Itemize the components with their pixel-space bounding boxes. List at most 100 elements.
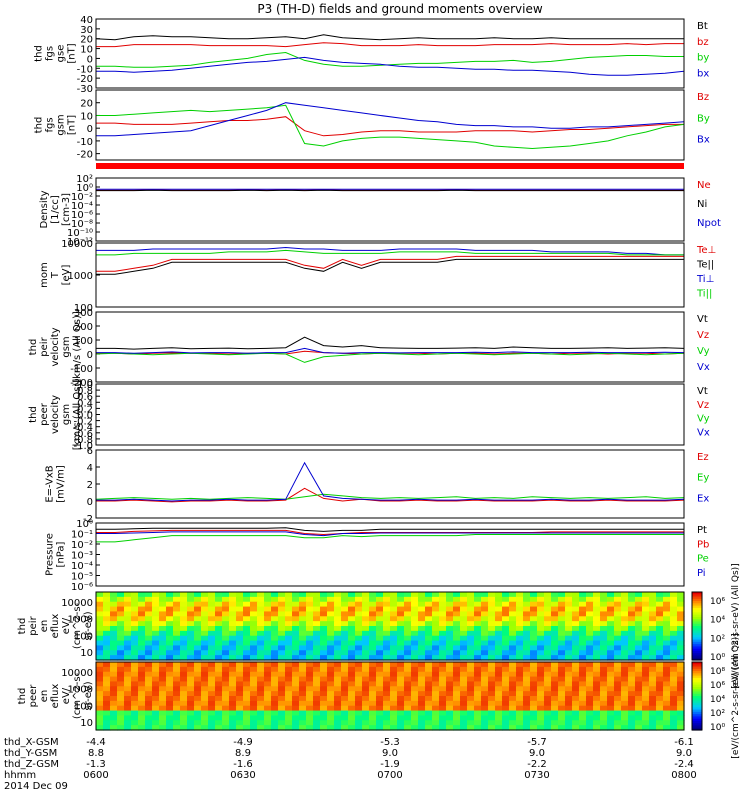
colorbar-cell xyxy=(692,650,702,654)
spectrogram-cell xyxy=(558,626,566,632)
spectrogram-cell xyxy=(628,616,636,622)
spectrogram-cell xyxy=(488,676,496,683)
spectrogram-cell xyxy=(271,601,279,608)
spectrogram-cell xyxy=(453,662,461,668)
x-axis-value: 8.8 xyxy=(88,748,104,759)
spectrogram-cell xyxy=(355,705,363,712)
spectrogram-cell xyxy=(530,715,538,721)
spectrogram-cell xyxy=(376,715,384,721)
spectrogram-cell xyxy=(397,696,405,702)
spectrogram-cell xyxy=(579,626,587,632)
spectrogram-cell xyxy=(243,606,251,613)
spectrogram-cell xyxy=(138,596,146,603)
spectrogram-cell xyxy=(306,630,314,637)
y-tick-label: 10000 xyxy=(61,239,93,250)
spectrogram-cell xyxy=(110,601,118,608)
spectrogram-cell xyxy=(474,686,482,692)
spectrogram-cell xyxy=(383,592,391,598)
spectrogram-cell xyxy=(390,686,398,692)
spectrogram-cell xyxy=(334,621,342,627)
spectrogram-cell xyxy=(306,662,314,668)
spectrogram-cell xyxy=(614,676,622,683)
spectrogram-cell xyxy=(607,715,615,721)
spectrogram-cell xyxy=(327,596,335,603)
colorbar-cell xyxy=(692,657,702,661)
spectrogram-cell xyxy=(404,621,412,627)
spectrogram-cell xyxy=(117,655,125,661)
spectrogram-cell xyxy=(411,592,419,598)
spectrogram-cell xyxy=(537,650,545,656)
spectrogram-cell xyxy=(194,611,202,617)
spectrogram-cell xyxy=(558,621,566,627)
spectrogram-cell xyxy=(558,715,566,721)
spectrogram-cell xyxy=(397,662,405,668)
spectrogram-cell xyxy=(663,626,671,632)
spectrogram-cell xyxy=(285,650,293,656)
spectrogram-cell xyxy=(502,621,510,627)
spectrogram-cell xyxy=(334,666,342,673)
spectrogram-cell xyxy=(243,700,251,707)
spectrogram-cell xyxy=(103,635,111,642)
spectrogram-cell xyxy=(383,671,391,678)
spectrogram-cell xyxy=(292,691,300,697)
panel-frame xyxy=(95,311,685,383)
spectrogram-cell xyxy=(579,592,587,598)
spectrogram-cell xyxy=(593,681,601,687)
spectrogram-cell xyxy=(509,700,517,707)
spectrogram-cell xyxy=(362,671,370,678)
spectrogram-cell xyxy=(173,650,181,656)
spectrogram-cell xyxy=(285,640,293,647)
spectrogram-cell xyxy=(523,650,531,656)
x-axis-value: -1.3 xyxy=(86,759,106,770)
spectrogram-cell xyxy=(635,611,643,617)
spectrogram-cell xyxy=(327,592,335,598)
spectrogram-cell xyxy=(467,626,475,632)
spectrogram-cell xyxy=(516,676,524,683)
spectrogram-cell xyxy=(376,630,384,637)
spectrogram-cell xyxy=(159,710,167,717)
spectrogram-cell xyxy=(586,715,594,721)
spectrogram-cell xyxy=(411,662,419,668)
y-tick-label: -200 xyxy=(70,378,93,389)
spectrogram-cell xyxy=(264,666,272,673)
spectrogram-cell xyxy=(278,662,286,668)
spectrogram-cell xyxy=(418,645,426,651)
spectrogram-cell xyxy=(642,592,650,598)
spectrogram-cell xyxy=(537,626,545,632)
spectrogram-cell xyxy=(152,681,160,687)
spectrogram-cell xyxy=(411,630,419,637)
spectrogram-cell xyxy=(677,715,685,721)
spectrogram-cell xyxy=(208,676,216,683)
spectrogram-cell xyxy=(572,676,580,683)
spectrogram-cell xyxy=(215,715,223,721)
spectrogram-cell xyxy=(250,621,258,627)
spectrogram-cell xyxy=(509,681,517,687)
colorbar-cell xyxy=(692,693,702,697)
spectrogram-cell xyxy=(670,676,678,683)
spectrogram-cell xyxy=(649,681,657,687)
spectrogram-cell xyxy=(173,640,181,647)
spectrogram-cell xyxy=(243,650,251,656)
spectrogram-cell xyxy=(96,616,104,622)
spectrogram-cell xyxy=(579,676,587,683)
spectrogram-cell xyxy=(551,635,559,642)
spectrogram-cell xyxy=(397,720,405,726)
spectrogram-cell xyxy=(453,691,461,697)
spectrogram-cell xyxy=(677,630,685,637)
spectrogram-cell xyxy=(481,601,489,608)
spectrogram-cell xyxy=(320,676,328,683)
spectrogram-cell xyxy=(530,611,538,617)
spectrogram-cell xyxy=(390,630,398,637)
y-tick-label: 10 xyxy=(80,45,93,56)
spectrogram-cell xyxy=(215,686,223,692)
spectrogram-cell xyxy=(432,611,440,617)
spectrogram-cell xyxy=(600,630,608,637)
spectrogram-cell xyxy=(397,621,405,627)
spectrogram-cell xyxy=(257,621,265,627)
spectrogram-cell xyxy=(600,705,608,712)
spectrogram-cell xyxy=(355,611,363,617)
spectrogram-cell xyxy=(243,592,251,598)
spectrogram-cell xyxy=(579,630,587,637)
spectrogram-cell xyxy=(460,611,468,617)
spectrogram-cell xyxy=(460,671,468,678)
